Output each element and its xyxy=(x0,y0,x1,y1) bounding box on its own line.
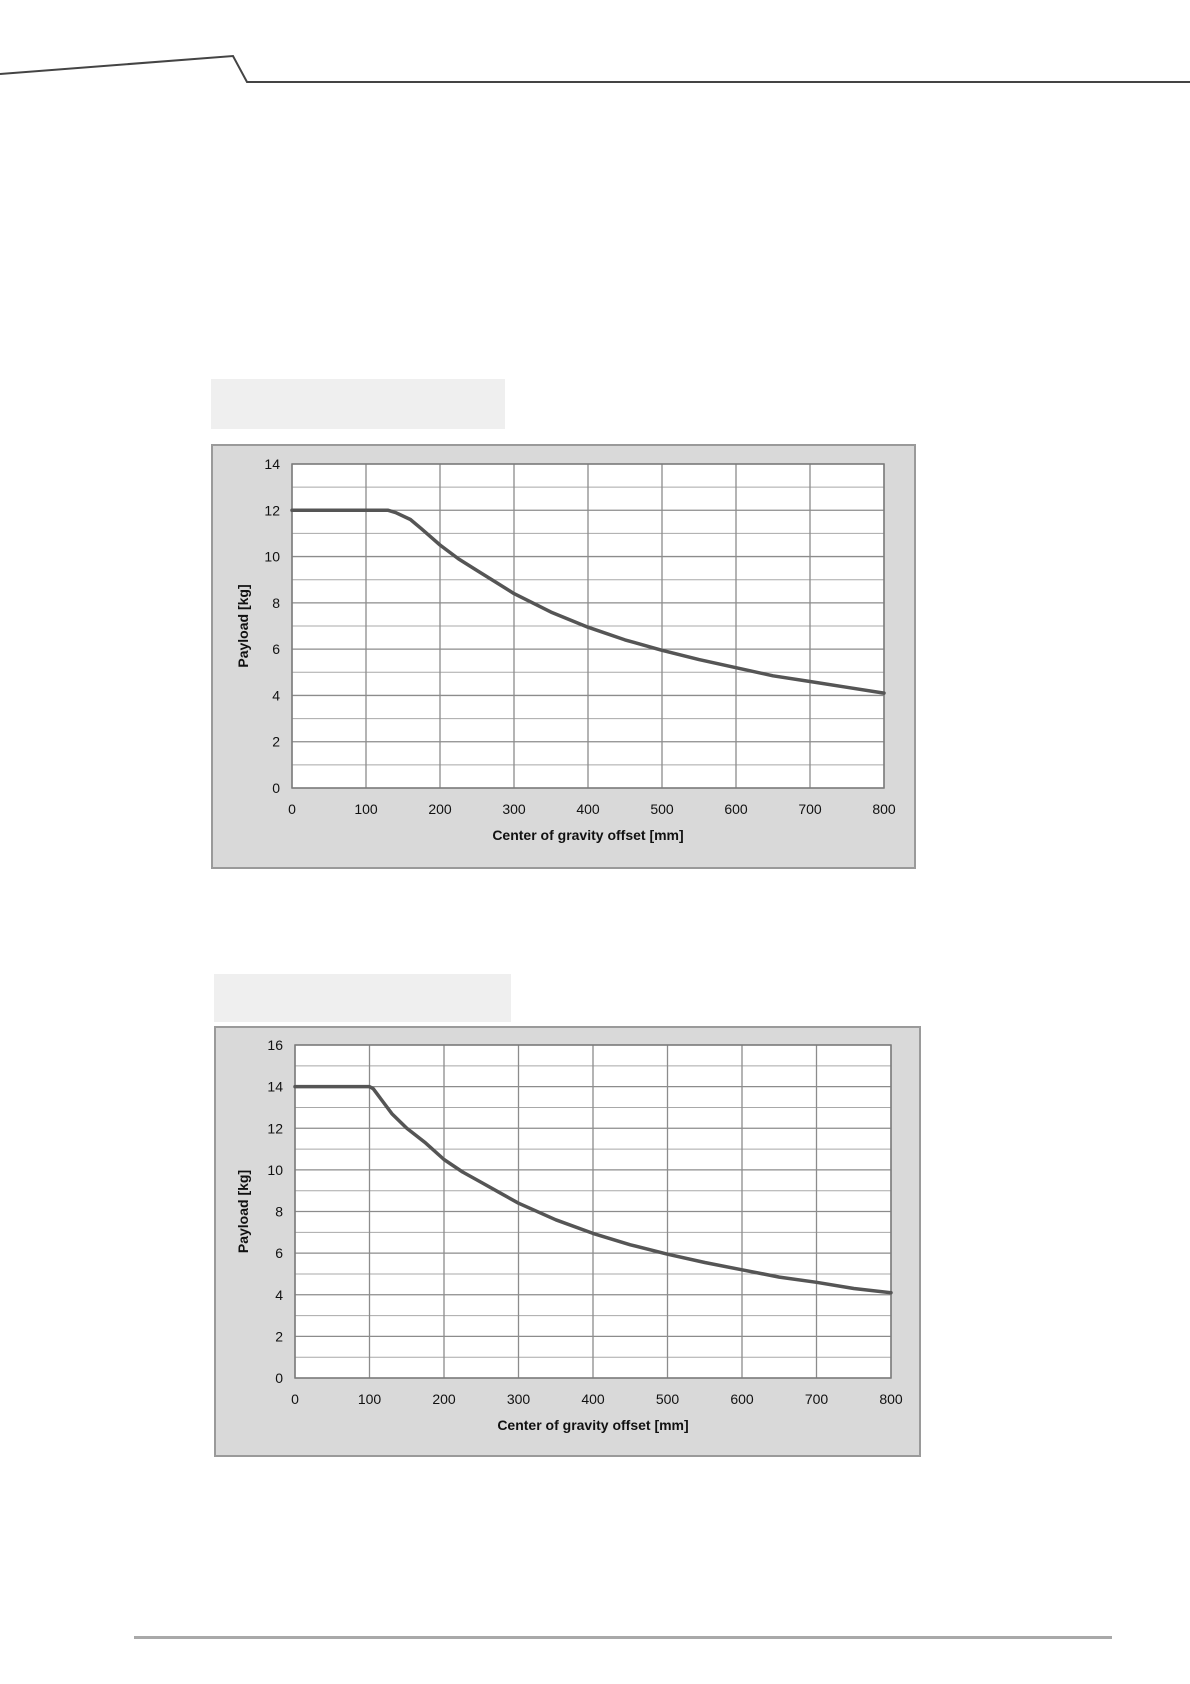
chart-1-caption xyxy=(211,379,505,429)
y-tick-label: 6 xyxy=(272,641,280,657)
x-tick-label: 100 xyxy=(358,1391,382,1407)
y-tick-label: 4 xyxy=(272,687,280,703)
y-axis-label: Payload [kg] xyxy=(235,584,251,667)
x-tick-label: 600 xyxy=(724,801,748,817)
x-tick-label: 800 xyxy=(872,801,896,817)
x-tick-label: 200 xyxy=(428,801,452,817)
payload-chart-2: 0 2 4 6 8 10 12 14 16 0 100 200 300 400 500 600 700 800 Ce… xyxy=(214,1026,921,1457)
x-tick-label: 100 xyxy=(354,801,378,817)
x-tick-label: 300 xyxy=(507,1391,531,1407)
chart-2: 0 2 4 6 8 10 12 14 16 0 100 200 300 400 500 600 700 800 Ce… xyxy=(214,1026,921,1457)
y-tick-label: 14 xyxy=(264,456,280,472)
x-tick-label: 200 xyxy=(432,1391,456,1407)
y-tick-label: 8 xyxy=(275,1204,283,1220)
x-tick-label: 500 xyxy=(656,1391,680,1407)
y-tick-label: 12 xyxy=(264,502,280,518)
y-tick-label: 10 xyxy=(267,1162,283,1178)
x-tick-label: 300 xyxy=(502,801,526,817)
x-tick-label: 400 xyxy=(576,801,600,817)
chart-1-series-0-line xyxy=(290,508,886,695)
y-tick-label: 2 xyxy=(272,734,280,750)
y-tick-label: 10 xyxy=(264,549,280,565)
chart-2-plot-border xyxy=(294,1044,892,1379)
x-axis-label: Center of gravity offset [mm] xyxy=(492,827,683,843)
x-tick-label: 700 xyxy=(805,1391,829,1407)
chart-1-plot-border xyxy=(291,463,885,789)
y-tick-label: 8 xyxy=(272,595,280,611)
x-tick-label: 400 xyxy=(581,1391,605,1407)
chart-2-series-0-line xyxy=(293,1084,893,1295)
chart-1: 0 2 4 6 8 10 12 14 0 100 200 300 400 500 600 700 800 Cent… xyxy=(211,444,916,869)
x-tick-label: 0 xyxy=(288,801,296,817)
y-tick-label: 6 xyxy=(275,1245,283,1261)
y-tick-label: 0 xyxy=(275,1370,283,1386)
y-tick-label: 0 xyxy=(272,780,280,796)
x-axis-label: Center of gravity offset [mm] xyxy=(497,1417,688,1433)
y-axis-label: Payload [kg] xyxy=(235,1170,251,1253)
footer-rule xyxy=(134,1636,1112,1639)
x-tick-label: 700 xyxy=(798,801,822,817)
y-tick-label: 14 xyxy=(267,1079,283,1095)
x-tick-label: 500 xyxy=(650,801,674,817)
y-tick-label: 2 xyxy=(275,1328,283,1344)
y-tick-label: 16 xyxy=(267,1037,283,1053)
y-tick-label: 4 xyxy=(275,1287,283,1303)
y-tick-label: 12 xyxy=(267,1120,283,1136)
x-tick-label: 800 xyxy=(879,1391,903,1407)
x-tick-label: 600 xyxy=(730,1391,754,1407)
header-decoration xyxy=(0,54,1190,83)
payload-chart-1: 0 2 4 6 8 10 12 14 0 100 200 300 400 500 600 700 800 Cent… xyxy=(211,444,916,869)
x-tick-label: 0 xyxy=(291,1391,299,1407)
chart-2-caption xyxy=(214,974,511,1022)
